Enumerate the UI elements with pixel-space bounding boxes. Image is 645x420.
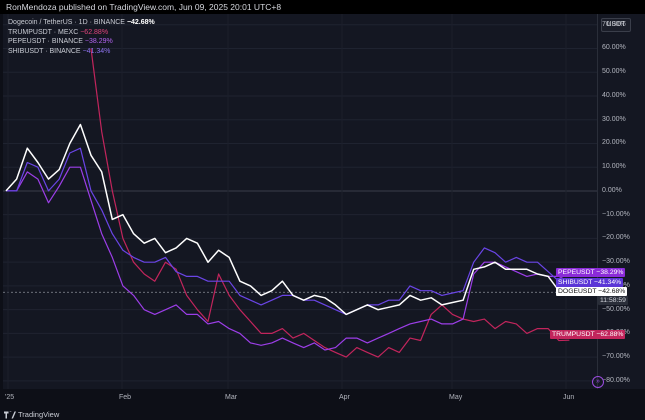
x-tick-label: Mar bbox=[225, 394, 238, 401]
doge-series-line bbox=[5, 123, 570, 316]
scroll-to-realtime-icon[interactable]: » bbox=[592, 376, 604, 388]
legend-shib-value: −41.34% bbox=[82, 47, 111, 55]
brand-name: TradingView bbox=[18, 410, 60, 419]
price-tag-doge: DOGEUSDT −42.68% bbox=[556, 287, 628, 296]
price-tag-trump-symbol: TRUMPUSDT bbox=[552, 331, 595, 338]
y-tick-label: −10.00% bbox=[602, 210, 630, 218]
y-tick-label: −80.00% bbox=[602, 376, 630, 384]
x-tick-label: Apr bbox=[339, 394, 350, 401]
legend-item-shib[interactable]: SHIBUSDT · BINANCE −41.34% bbox=[8, 47, 155, 57]
price-tag-doge-value: −42.68% bbox=[598, 288, 626, 295]
y-tick-label: −20.00% bbox=[602, 234, 630, 242]
y-tick-label: 40.00% bbox=[602, 91, 626, 99]
pepe-series-line bbox=[6, 166, 570, 351]
chart-legend: Dogecoin / TetherUS · 1D · BINANCE −42.6… bbox=[8, 18, 155, 56]
legend-pepe-value: −38.29% bbox=[84, 38, 113, 45]
publish-text: RonMendoza published on TradingView.com,… bbox=[6, 2, 282, 12]
y-tick-label: 10.00% bbox=[602, 163, 626, 171]
shib-series-line bbox=[6, 147, 570, 315]
price-scale[interactable] bbox=[598, 14, 645, 389]
price-tag-trump: TRUMPUSDT −62.88% bbox=[550, 330, 626, 339]
y-tick-label: 60.00% bbox=[602, 44, 626, 52]
currency-button[interactable]: USDT bbox=[601, 18, 631, 32]
x-tick-label: '25 bbox=[5, 394, 15, 401]
y-tick-label: 50.00% bbox=[602, 68, 626, 76]
legend-main-label: Dogecoin / TetherUS · 1D · BINANCE bbox=[8, 19, 125, 26]
price-tag-shib-symbol: SHIBUSDT bbox=[558, 279, 593, 286]
footer-bar bbox=[0, 405, 645, 420]
price-tag-pepe-symbol: PEPEUSDT bbox=[558, 269, 595, 276]
publish-header: RonMendoza published on TradingView.com,… bbox=[0, 0, 645, 14]
price-tag-pepe-value: −38.29% bbox=[596, 269, 624, 276]
price-tag-doge-symbol: DOGEUSDT bbox=[558, 288, 597, 295]
x-tick-label: Feb bbox=[119, 394, 132, 401]
y-tick-label: −50.00% bbox=[602, 305, 630, 313]
price-tag-shib: SHIBUSDT −41.34% bbox=[556, 278, 624, 287]
countdown-tag: 11:58:59 bbox=[598, 296, 628, 305]
price-tag-pepe: PEPEUSDT −38.29% bbox=[556, 268, 626, 277]
legend-pepe-label: PEPEUSDT · BINANCE bbox=[8, 38, 83, 45]
trump-series-line bbox=[90, 48, 570, 358]
legend-main-value: −42.68% bbox=[126, 19, 155, 26]
y-tick-label: 0.00% bbox=[602, 186, 622, 194]
legend-trump-label: TRUMPUSDT · MEXC bbox=[8, 28, 79, 36]
y-tick-label: 70.00% bbox=[602, 20, 626, 28]
y-tick-label: −70.00% bbox=[602, 353, 630, 361]
price-tag-shib-value: −41.34% bbox=[594, 279, 622, 286]
price-tag-trump-value: −62.88% bbox=[596, 331, 624, 338]
tradingview-logo-icon bbox=[4, 411, 16, 419]
legend-main[interactable]: Dogecoin / TetherUS · 1D · BINANCE −42.6… bbox=[8, 18, 155, 28]
x-tick-label: May bbox=[449, 394, 463, 401]
legend-item-trump[interactable]: TRUMPUSDT · MEXC −62.88% bbox=[8, 28, 155, 38]
legend-shib-label: SHIBUSDT · BINANCE bbox=[8, 47, 81, 55]
y-tick-label: 30.00% bbox=[602, 115, 626, 123]
y-tick-label: 20.00% bbox=[602, 139, 626, 147]
x-tick-label: Jun bbox=[563, 394, 575, 401]
scale-divider bbox=[597, 14, 598, 389]
legend-item-pepe[interactable]: PEPEUSDT · BINANCE −38.29% bbox=[8, 37, 155, 47]
legend-trump-value: −62.88% bbox=[80, 28, 109, 36]
y-tick-label: −30.00% bbox=[602, 258, 630, 266]
